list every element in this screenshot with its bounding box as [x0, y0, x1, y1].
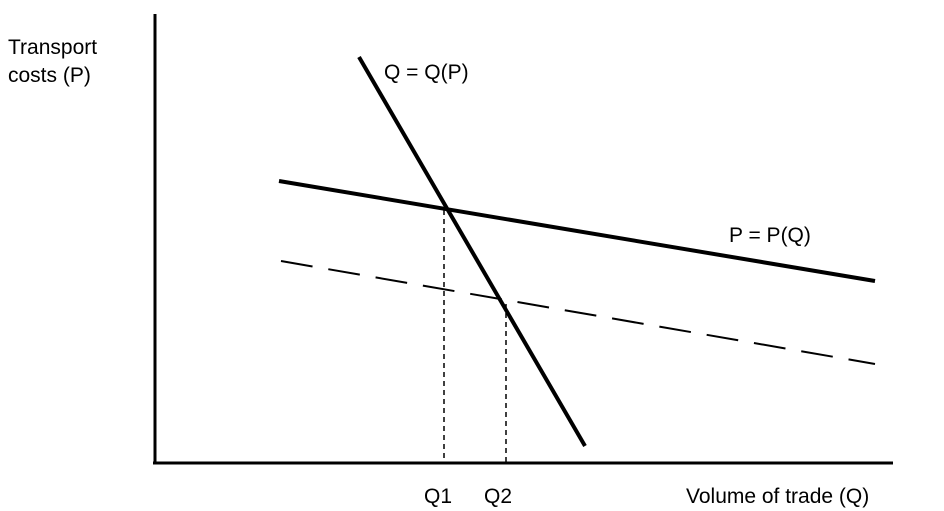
demand-curve	[357, 55, 587, 448]
q2-label: Q2	[484, 485, 512, 508]
x-axis-label: Volume of trade (Q)	[686, 485, 869, 508]
q1-label: Q1	[424, 485, 452, 508]
y-axis-label-line1: Transport	[8, 36, 97, 59]
supply-curve-original	[278, 179, 876, 283]
supply-curve-label: P = P(Q)	[729, 224, 811, 247]
supply-curve-shifted	[280, 260, 876, 365]
demand-curve-label: Q = Q(P)	[384, 61, 469, 84]
y-axis-label-line2: costs (P)	[8, 64, 91, 87]
